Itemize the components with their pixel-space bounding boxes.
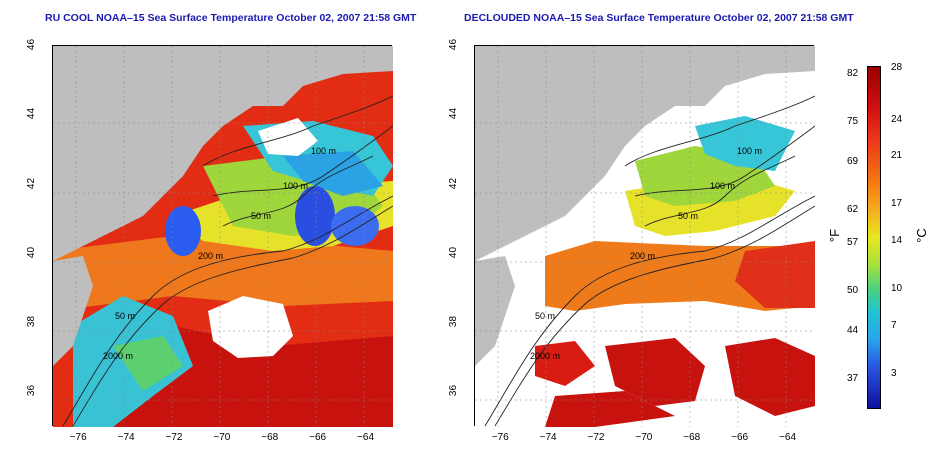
contour-label: 50 m [678,211,699,221]
x-tick-label: −74 [539,432,557,443]
y-tick-label: 42 [448,177,460,189]
y-tick-label: 38 [448,316,460,328]
x-tick-label: −70 [213,432,231,443]
y-tick-label: 38 [26,316,38,328]
x-tick-label: −72 [165,432,183,443]
celsius-unit: °C [913,228,929,243]
x-tick-label: −70 [635,432,653,443]
x-tick-label: −68 [261,432,279,443]
contour-label: 200 m [630,251,656,261]
sst-map-rucool: 100 m 100 m 50 m 200 m 50 m 2000 m [52,45,393,427]
y-tick-label: 40 [26,246,38,258]
fahrenheit-tick-label: 62 [847,204,859,215]
contour-label: 100 m [710,181,736,191]
fahrenheit-tick-label: 69 [847,156,859,167]
contour-label: 50 m [115,311,136,321]
x-tick-label: −64 [357,432,375,443]
celsius-tick-label: 17 [891,198,903,209]
contour-label: 50 m [251,211,272,221]
contour-label: 100 m [311,146,337,156]
contour-label: 200 m [198,251,224,261]
celsius-tick-label: 10 [891,283,903,294]
fahrenheit-tick-label: 82 [847,68,859,79]
x-tick-label: −72 [587,432,605,443]
temperature-colorbar [867,66,881,409]
fahrenheit-tick-label: 57 [847,237,859,248]
y-tick-label: 40 [448,246,460,258]
y-tick-label: 46 [448,38,460,51]
x-tick-label: −68 [683,432,701,443]
fahrenheit-tick-label: 44 [847,325,859,336]
panel-title-declouded: DECLOUDED NOAA–15 Sea Surface Temperatur… [464,12,854,24]
fahrenheit-tick-label: 50 [847,285,859,296]
celsius-tick-label: 24 [891,114,903,125]
sst-map-declouded-image [475,46,815,427]
contour-label: 100 m [283,181,309,191]
x-tick-label: −66 [309,432,327,443]
x-tick-label: −64 [779,432,797,443]
celsius-tick-label: 7 [891,320,897,331]
x-tick-label: −76 [491,432,509,443]
fahrenheit-tick-label: 75 [847,116,859,127]
sst-map-rucool-image [53,46,393,427]
contour-label: 2000 m [530,351,561,361]
celsius-tick-label: 28 [891,62,903,73]
contour-label: 100 m [737,146,763,156]
celsius-tick-label: 21 [891,150,903,161]
y-tick-label: 36 [26,385,38,397]
x-tick-label: −74 [117,432,135,443]
y-tick-label: 46 [26,38,38,51]
y-tick-label: 44 [448,108,460,120]
fahrenheit-tick-label: 37 [847,373,859,384]
celsius-tick-label: 14 [891,235,903,246]
contour-label: 50 m [535,311,556,321]
fahrenheit-unit: °F [827,228,843,243]
sst-map-declouded: 100 m 100 m 50 m 200 m 50 m 2000 m [474,45,815,427]
y-tick-label: 36 [448,385,460,397]
contour-label: 2000 m [103,351,134,361]
y-tick-label: 44 [26,108,38,120]
x-tick-label: −66 [731,432,749,443]
panel-title-rucool: RU COOL NOAA–15 Sea Surface Temperature … [45,12,417,24]
y-tick-label: 42 [26,177,38,189]
celsius-tick-label: 3 [891,368,897,379]
x-tick-label: −76 [69,432,87,443]
